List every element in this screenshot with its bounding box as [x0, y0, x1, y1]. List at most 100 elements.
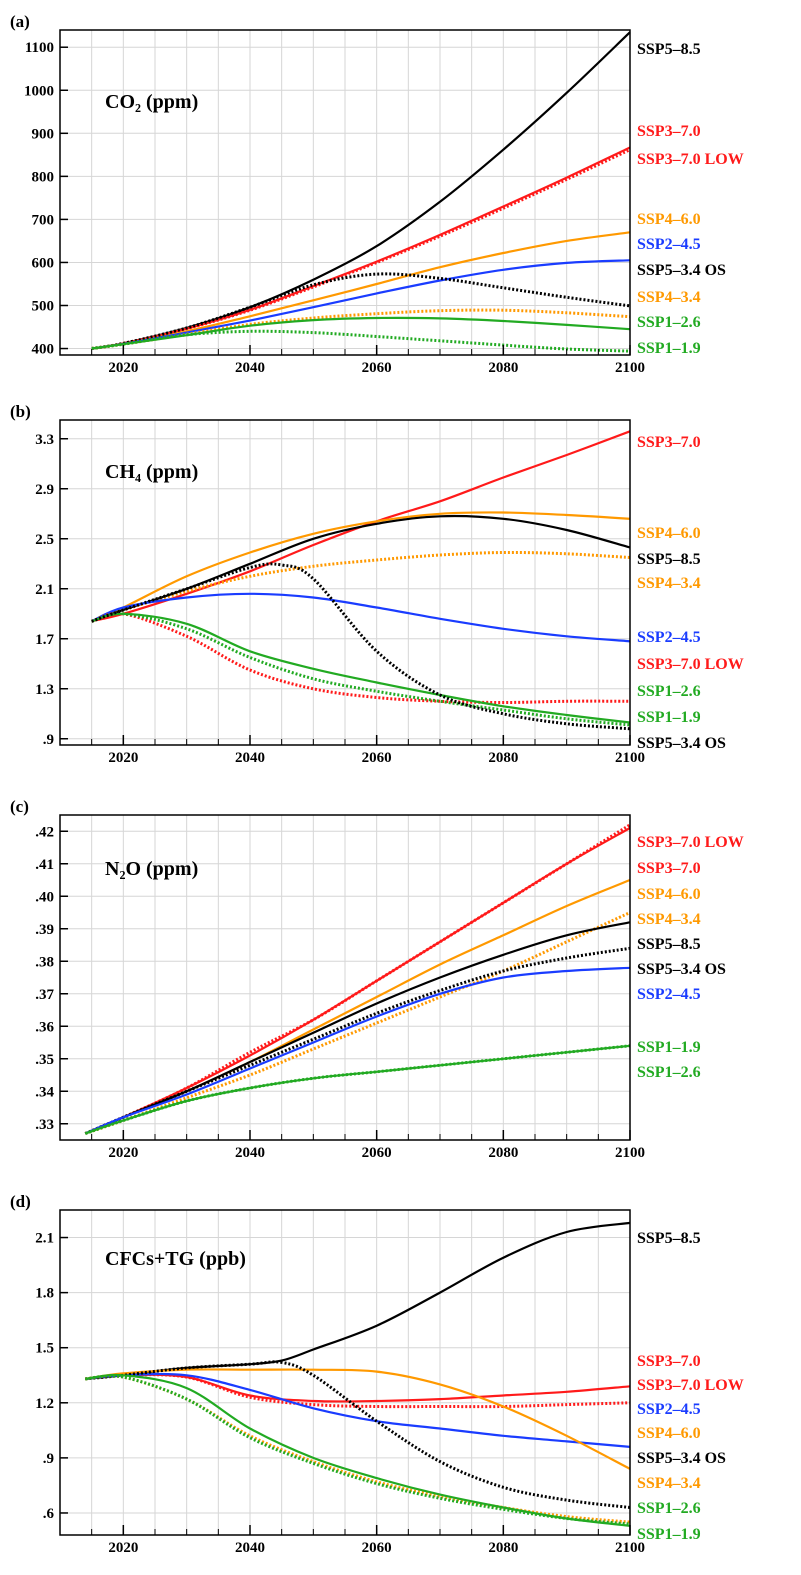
chart-panel-d: 2020 2040 2060 2080 2100 .6 .9 1.2 1.5 1.8 2.1 (d) C…	[10, 1192, 744, 1556]
legend-entry: SSP5–8.5	[637, 1230, 701, 1247]
grid	[60, 815, 630, 1140]
x-tick-label: 2080	[488, 360, 518, 376]
legend-entry: SSP1–1.9	[637, 709, 701, 726]
y-tick-label: .9	[43, 732, 54, 748]
y-tick-label: 1100	[25, 40, 54, 56]
chart-panel-b: 2020 2040 2060 2080 2100 .9 1.3 1.7 2.1 2.5 2.9 3.3…	[10, 402, 744, 766]
y-tick-label: .37	[35, 987, 54, 1003]
legend-entry: SSP3–7.0	[637, 434, 701, 451]
series-group	[91, 31, 631, 353]
y-tick-label: 600	[32, 255, 55, 271]
legend-entry: SSP5–8.5	[637, 41, 701, 58]
y-tick-label: .36	[35, 1019, 54, 1035]
panel-label: (b)	[10, 402, 31, 421]
legend-entry: SSP1–2.6	[637, 1500, 701, 1517]
series-line-ssp2-4-5	[85, 1372, 631, 1448]
x-tick-label: 2040	[235, 360, 265, 376]
legend-entry: SSP2–4.5	[637, 986, 701, 1003]
x-tick-label: 2080	[488, 1540, 518, 1556]
legend-entry: SSP3–7.0	[637, 123, 701, 140]
x-axis: 2020 2040 2060 2080 2100	[91, 345, 645, 376]
y-axis: 400 500 600 700 800 900 1000 1100	[24, 40, 68, 358]
x-tick-label: 2100	[615, 750, 645, 766]
x-tick-label: 2040	[235, 1145, 265, 1161]
legend-entry: SSP2–4.5	[637, 236, 701, 253]
y-tick-label: 1000	[24, 83, 54, 99]
panel-label: (c)	[10, 797, 29, 816]
legend-entry: SSP4–3.4	[637, 575, 701, 592]
y-tick-label: 1.5	[35, 1341, 54, 1357]
legend: SSP3–7.0 LOW SSP3–7.0 SSP4–6.0 SSP4–3.4 SSP5…	[637, 834, 744, 1081]
legend-entry: SSP1–2.6	[637, 314, 701, 331]
series-group	[91, 430, 631, 731]
y-tick-label: .9	[43, 1451, 54, 1467]
legend-entry: SSP5–8.5	[637, 936, 701, 953]
legend-entry: SSP1–1.9	[637, 1039, 701, 1056]
y-tick-label: 1.3	[35, 682, 54, 698]
series-line-ssp1-2-6	[85, 1373, 631, 1527]
series-line-ssp5-3-4-os	[85, 1360, 631, 1509]
x-tick-label: 2020	[108, 1540, 138, 1556]
legend: SSP3–7.0 SSP4–6.0 SSP5–8.5 SSP4–3.4 SSP2–4.5…	[637, 434, 744, 752]
x-tick-label: 2100	[615, 360, 645, 376]
legend-entry: SSP3–7.0	[637, 860, 701, 877]
series-group	[85, 1221, 631, 1527]
legend-entry: SSP4–3.4	[637, 911, 701, 928]
series-line-ssp4-3-4	[84, 911, 631, 1135]
legend-entry: SSP4–6.0	[637, 525, 701, 542]
series-line-ssp4-6-0	[85, 1368, 631, 1470]
legend-entry: SSP4–3.4	[637, 289, 701, 306]
y-tick-label: 400	[32, 342, 55, 358]
y-tick-label: 2.9	[35, 482, 54, 498]
y-tick-label: 1.7	[35, 632, 54, 648]
x-tick-label: 2100	[615, 1540, 645, 1556]
chart-title: CFCs+TG (ppb)	[105, 1248, 246, 1270]
series-line-ssp1-2-6	[84, 1044, 631, 1135]
legend-entry: SSP5–3.4 OS	[637, 262, 726, 279]
y-axis: .9 1.3 1.7 2.1 2.5 2.9 3.3	[35, 432, 68, 748]
y-tick-label: 3.3	[35, 432, 54, 448]
series-line-ssp3-7-0-low	[91, 611, 631, 705]
legend-entry: SSP2–4.5	[637, 629, 701, 646]
panel-label: (d)	[10, 1192, 31, 1211]
panel-label: (a)	[10, 12, 30, 31]
legend-entry: SSP4–3.4	[637, 1475, 701, 1492]
x-tick-label: 2060	[362, 1145, 392, 1161]
legend-entry: SSP3–7.0 LOW	[637, 834, 744, 851]
legend-entry: SSP5–3.4 OS	[637, 735, 726, 752]
y-tick-label: 800	[32, 169, 55, 185]
y-tick-label: 900	[32, 126, 55, 142]
y-tick-label: .35	[35, 1052, 54, 1068]
series-line-ssp5-3-4-os	[91, 562, 631, 731]
y-tick-label: .42	[35, 824, 54, 840]
legend-entry: SSP1–1.9	[637, 1526, 701, 1543]
series-line-ssp5-3-4-os	[84, 946, 631, 1135]
y-tick-label: .40	[35, 889, 54, 905]
x-tick-label: 2020	[108, 360, 138, 376]
y-tick-label: .39	[35, 922, 54, 938]
y-tick-label: 2.1	[35, 582, 54, 598]
legend-entry: SSP3–7.0 LOW	[637, 656, 744, 673]
legend-entry: SSP5–3.4 OS	[637, 961, 726, 978]
x-tick-label: 2040	[235, 1540, 265, 1556]
legend-entry: SSP5–8.5	[637, 551, 701, 568]
y-tick-label: .38	[35, 954, 54, 970]
x-axis: 2020 2040 2060 2080 2100	[91, 1525, 645, 1556]
x-tick-label: 2080	[488, 1145, 518, 1161]
legend-entry: SSP1–2.6	[637, 683, 701, 700]
x-axis: 2020 2040 2060 2080 2100	[91, 1130, 645, 1161]
legend-entry: SSP3–7.0 LOW	[637, 1377, 744, 1394]
x-tick-label: 2060	[362, 1540, 392, 1556]
legend-entry: SSP4–6.0	[637, 211, 701, 228]
series-line-ssp4-6-0	[91, 511, 631, 623]
series-line-ssp2-4-5	[91, 592, 631, 643]
legend: SSP5–8.5 SSP3–7.0 SSP3–7.0 LOW SSP4–6.0 SSP2…	[637, 41, 744, 357]
x-axis: 2020 2040 2060 2080 2100	[91, 735, 645, 766]
x-tick-label: 2080	[488, 750, 518, 766]
legend-entry: SSP5–3.4 OS	[637, 1450, 726, 1467]
legend-entry: SSP1–1.9	[637, 340, 701, 357]
y-tick-label: .34	[35, 1084, 54, 1100]
y-tick-label: 2.1	[35, 1231, 54, 1247]
y-tick-label: .33	[35, 1117, 54, 1133]
